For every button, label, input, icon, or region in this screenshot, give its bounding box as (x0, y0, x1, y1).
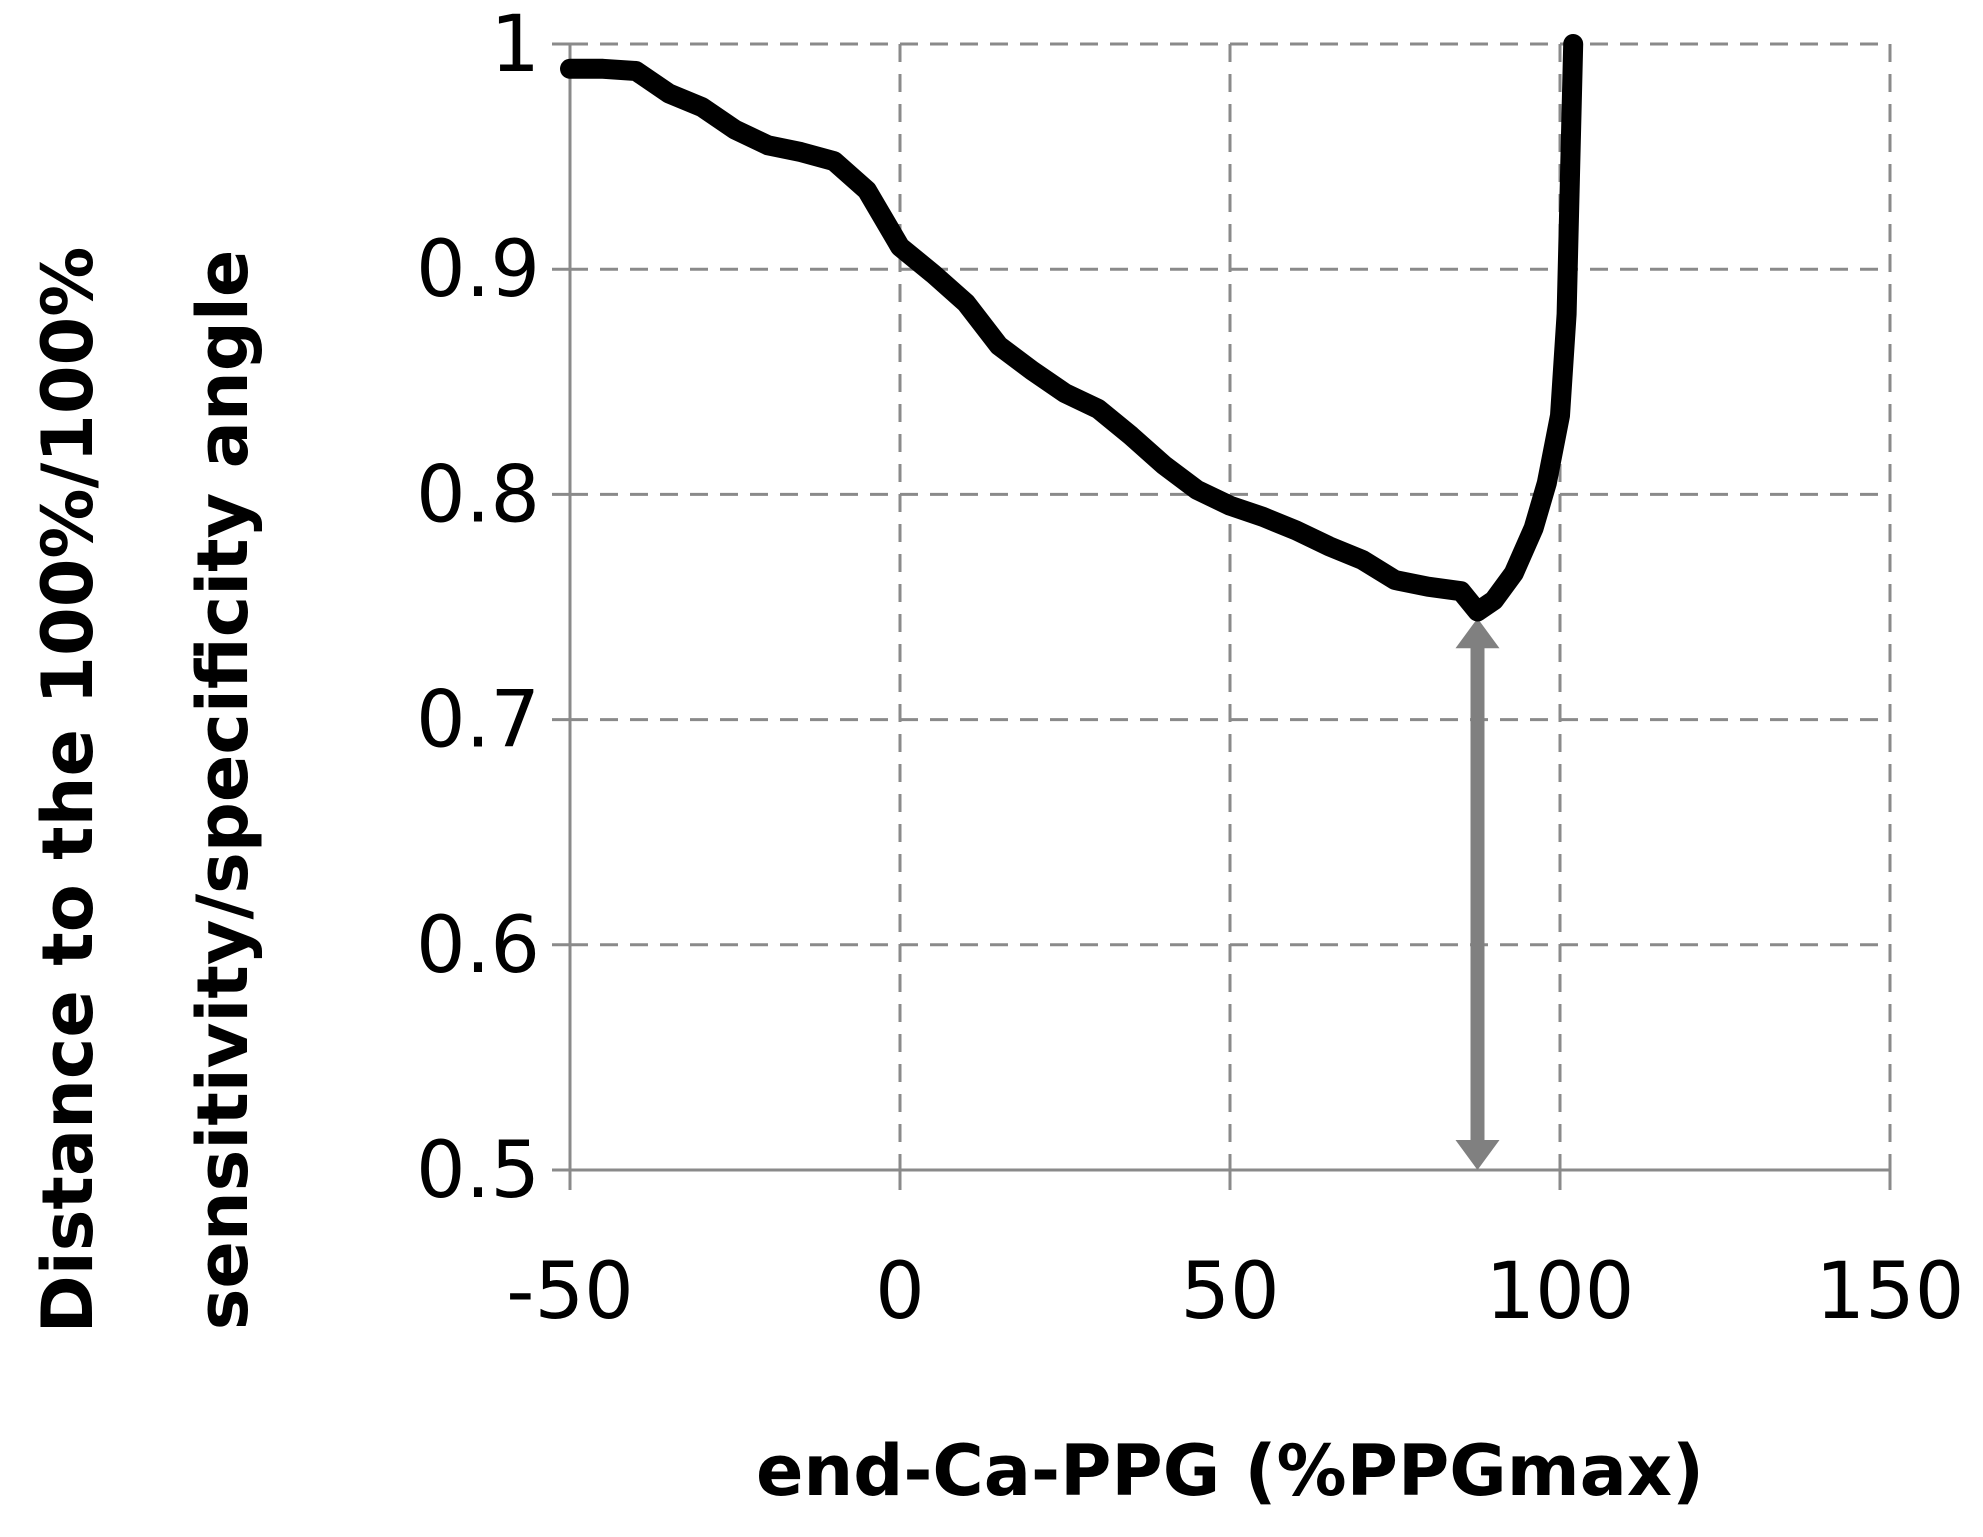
y-axis-title-line-1: Distance to the 100%/100% (27, 247, 109, 1334)
y-axis-title: Distance to the 100%/100% sensitivity/sp… (27, 247, 264, 1334)
x-tick-label: 100 (1486, 1247, 1635, 1337)
axes (552, 42, 1892, 1190)
tick-labels: 0.5 0.6 0.7 0.8 0.9 1 -50 0 50 100 150 (416, 0, 1964, 1337)
y-tick-label: 0.6 (416, 901, 540, 991)
y-tick-label: 0.5 (416, 1126, 540, 1216)
x-tick-label: 150 (1816, 1247, 1965, 1337)
grid-lines (570, 42, 1892, 1170)
arrow-head-down (1455, 1140, 1500, 1170)
y-tick-label: 0.7 (416, 676, 540, 766)
x-tick-label: 50 (1180, 1247, 1279, 1337)
y-tick-label: 1 (490, 0, 540, 90)
series-line (560, 34, 1584, 622)
annotation-layer (1455, 618, 1500, 1170)
y-tick-label: 0.9 (416, 225, 540, 315)
y-tick-label: 0.8 (416, 450, 540, 540)
series-layer (560, 34, 1584, 622)
x-axis-title: end-Ca-PPG (%PPGmax) (756, 1430, 1704, 1512)
double-arrow (1455, 618, 1500, 1170)
arrow-head-up (1455, 618, 1500, 649)
x-tick-label: 0 (875, 1247, 925, 1337)
x-tick-label: -50 (506, 1247, 633, 1337)
y-axis-title-line-2: sensitivity/specificity angle (182, 250, 264, 1331)
